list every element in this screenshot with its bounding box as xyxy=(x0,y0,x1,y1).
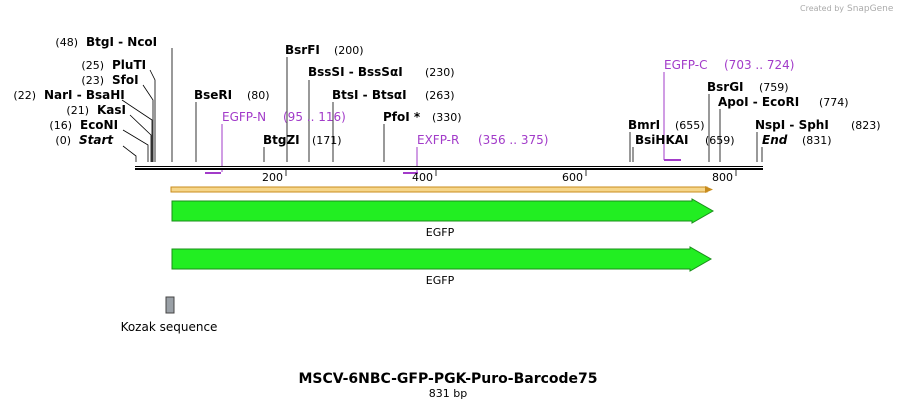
site-pos: (22) xyxy=(13,89,36,102)
site-name: NspI - SphI xyxy=(755,118,829,132)
site-pos: (171) xyxy=(312,134,342,147)
site-pos: (330) xyxy=(432,111,462,124)
primer-range: (703 .. 724) xyxy=(724,58,794,72)
site-pos: (655) xyxy=(675,119,705,132)
feature-arrow xyxy=(171,246,713,272)
site-pos: (25) xyxy=(81,59,104,72)
site-pos: (21) xyxy=(66,104,89,117)
length: 831 bp xyxy=(429,387,467,400)
site-pos: (230) xyxy=(425,66,455,79)
site-name: NarI - BsaHI xyxy=(44,88,125,102)
watermark-prefix: Created by xyxy=(800,4,844,13)
site-pos: (200) xyxy=(334,44,364,57)
site-name: Start xyxy=(79,133,114,147)
site-name: EcoNI xyxy=(80,118,118,132)
site-pos: (659) xyxy=(705,134,735,147)
primer-name: EGFP-C xyxy=(664,58,707,72)
feature-arrow xyxy=(171,198,715,224)
ruler-label: 200 xyxy=(262,171,283,184)
site-pos: (0) xyxy=(55,134,71,147)
site-name: BssSI - BssSαI xyxy=(308,65,403,79)
site-pos: (831) xyxy=(802,134,832,147)
site-pos: (774) xyxy=(819,96,849,109)
ruler-label: 600 xyxy=(562,171,583,184)
site-name: PfoI * xyxy=(383,110,421,124)
feature-box xyxy=(165,296,175,314)
site-name: BmrI xyxy=(628,118,660,132)
site-pos: (80) xyxy=(247,89,270,102)
site-name: BtgZI xyxy=(263,133,300,147)
watermark-brand: SnapGene xyxy=(847,4,894,14)
backbone-gap xyxy=(135,167,763,168)
site-pos: (759) xyxy=(759,81,789,94)
site-pos: (16) xyxy=(49,119,72,132)
site-pos: (48) xyxy=(55,36,78,49)
site-name: BsrFI xyxy=(285,43,320,57)
site-lines xyxy=(121,48,763,172)
site-name: KasI xyxy=(97,103,126,117)
site-name: BtgI - NcoI xyxy=(86,35,157,49)
primer-range: (356 .. 375) xyxy=(478,133,548,147)
site-pos: (823) xyxy=(851,119,881,132)
site-name: BtsI - BtsαI xyxy=(332,88,407,102)
orf xyxy=(170,186,708,193)
site-name: ApoI - EcoRI xyxy=(718,95,799,109)
site-name: PluTI xyxy=(112,58,146,72)
primer-name: EXFP-R xyxy=(417,133,459,147)
ruler-ticks xyxy=(285,170,737,176)
title: MSCV-6NBC-GFP-PGK-Puro-Barcode75 xyxy=(298,371,597,387)
ruler-label: 800 xyxy=(712,171,733,184)
site-pos: (263) xyxy=(425,89,455,102)
site-pos: (23) xyxy=(81,74,104,87)
site-name: BseRI xyxy=(194,88,232,102)
site-name: End xyxy=(762,133,788,147)
orf-head xyxy=(705,186,713,193)
feature-label: EGFP xyxy=(426,274,455,287)
site-name: SfoI xyxy=(112,73,139,87)
site-name: BsiHKAI xyxy=(635,133,689,147)
feature-label: Kozak sequence xyxy=(121,320,218,334)
primer-name: EGFP-N xyxy=(222,110,266,124)
site-name: BsrGI xyxy=(707,80,744,94)
ruler-label: 400 xyxy=(412,171,433,184)
feature-label: EGFP xyxy=(426,226,455,239)
primer-range: (95 .. 116) xyxy=(283,110,346,124)
